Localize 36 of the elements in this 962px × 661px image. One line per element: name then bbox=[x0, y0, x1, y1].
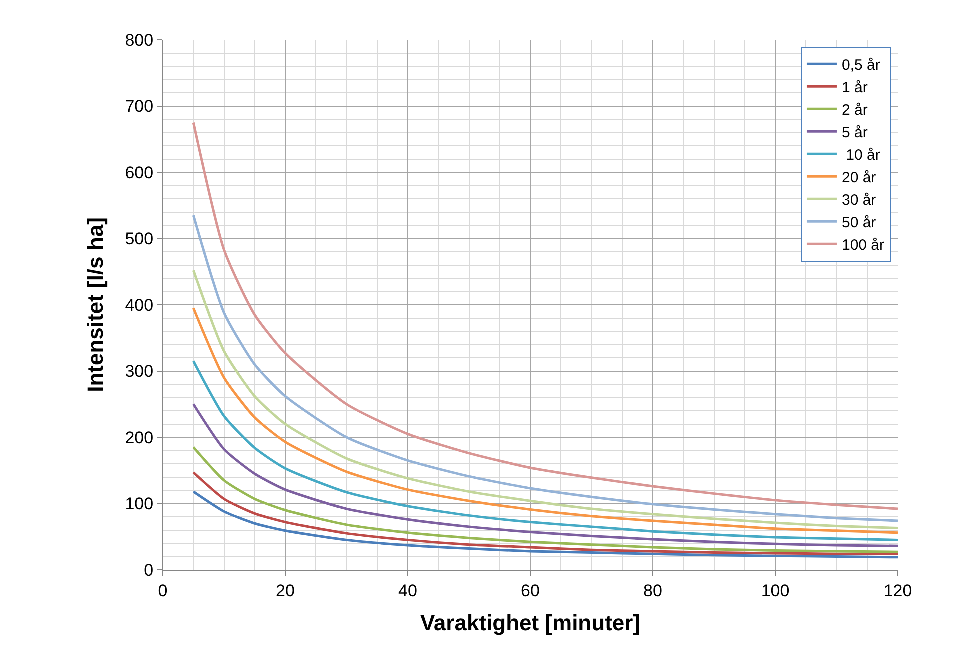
y-tick-label: 400 bbox=[125, 296, 154, 315]
legend-label: 0,5 år bbox=[842, 56, 880, 74]
legend-label: 100 år bbox=[842, 236, 885, 254]
line-series bbox=[192, 214, 898, 522]
y-tick-label: 300 bbox=[125, 362, 154, 382]
line-series bbox=[192, 403, 898, 548]
line-series bbox=[192, 490, 898, 559]
line-series bbox=[192, 307, 898, 534]
line-series bbox=[192, 122, 898, 510]
legend-label: 1 år bbox=[842, 79, 868, 96]
y-tick-label: 800 bbox=[125, 30, 154, 50]
y-tick-label: 500 bbox=[125, 230, 154, 249]
x-tick-label: 40 bbox=[398, 581, 418, 600]
legend-label: 50 år bbox=[842, 214, 876, 232]
x-tick-label: 100 bbox=[761, 581, 790, 600]
x-tick-label: 120 bbox=[884, 581, 912, 600]
legend-label: 5 år bbox=[842, 124, 868, 142]
line-series bbox=[192, 269, 898, 530]
line-series bbox=[192, 446, 898, 554]
legend-label: 10 år bbox=[842, 146, 880, 164]
y-tick-label: 0 bbox=[144, 560, 154, 580]
x-tick-label: 0 bbox=[158, 581, 168, 600]
y-tick-label: 200 bbox=[125, 428, 154, 448]
legend-label: 2 år bbox=[842, 102, 868, 119]
line-series bbox=[192, 360, 898, 542]
y-tick-label: 700 bbox=[125, 97, 154, 116]
legend-label: 30 år bbox=[842, 192, 876, 209]
legend-label: 20 år bbox=[842, 169, 876, 186]
x-axis-title: Varaktighet [minuter] bbox=[420, 610, 641, 636]
x-tick-label: 80 bbox=[644, 581, 662, 600]
y-tick-label: 600 bbox=[125, 163, 154, 182]
y-axis-title: Intensitet [l/s ha] bbox=[83, 218, 108, 392]
line-series bbox=[192, 471, 898, 556]
y-tick-label: 100 bbox=[125, 494, 154, 514]
x-tick-label: 60 bbox=[521, 581, 540, 600]
x-tick-label: 20 bbox=[276, 581, 295, 600]
